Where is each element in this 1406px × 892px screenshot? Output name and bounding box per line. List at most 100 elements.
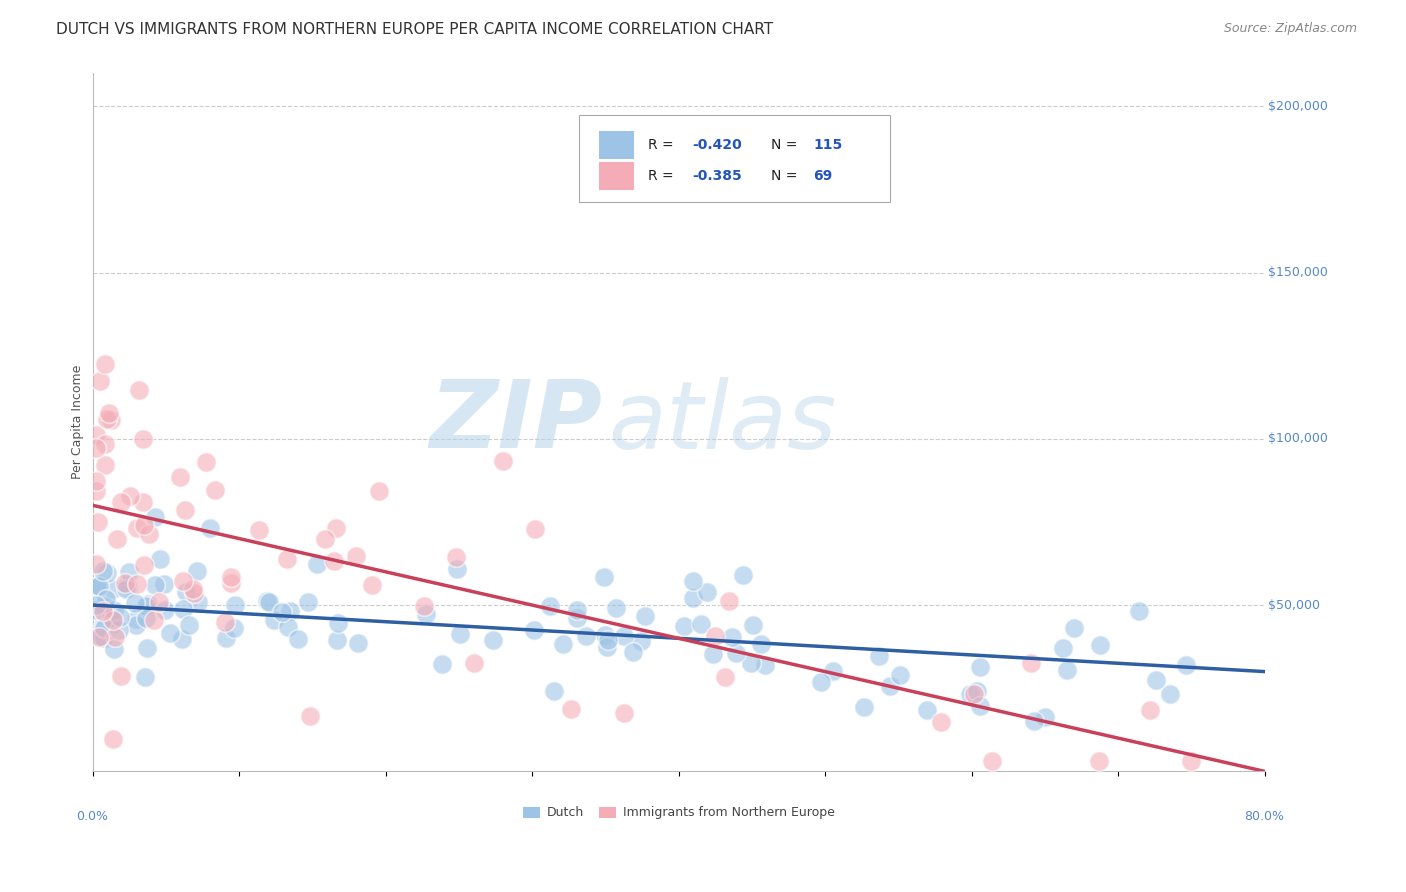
Point [325,521,347,535]
Point [104,630,127,644]
Point [194,455,217,469]
FancyBboxPatch shape [599,161,634,190]
Point [299,708,322,723]
Point [86,579,108,593]
Text: R =: R = [648,169,678,183]
Point [143,578,166,592]
Point [1128,604,1150,618]
Point [215,631,238,645]
Point [143,613,166,627]
Point [724,646,747,660]
Point [1159,687,1181,701]
Point [413,599,436,614]
Point [959,687,981,701]
Point [187,594,209,608]
Point [94,458,117,473]
Point [247,523,270,537]
Point [103,732,125,747]
Point [128,383,150,397]
Text: ZIP: ZIP [429,376,602,468]
Point [593,569,616,583]
Point [84,603,107,617]
Legend: Dutch, Immigrants from Northern Europe: Dutch, Immigrants from Northern Europe [517,801,839,824]
Point [749,637,772,651]
Point [219,576,242,591]
Point [148,595,170,609]
Point [224,598,246,612]
Point [101,613,124,627]
Point [105,533,128,547]
Point [853,699,876,714]
Point [605,600,627,615]
Point [183,585,205,599]
Point [733,567,755,582]
Point [981,755,1004,769]
Point [108,624,131,638]
Text: 115: 115 [813,138,842,152]
Y-axis label: Per Capita Income: Per Capita Income [72,365,84,479]
Point [87,515,110,529]
Point [821,665,844,679]
Point [96,411,118,425]
Point [1090,638,1112,652]
Point [169,470,191,484]
Point [673,619,696,633]
Point [596,633,619,648]
Point [963,687,986,701]
Point [1174,658,1197,673]
Point [879,679,901,693]
Point [360,578,382,592]
Point [868,649,890,664]
Point [114,576,136,591]
Point [125,618,148,632]
Point [278,604,301,618]
Point [754,658,776,673]
Point [257,595,280,609]
Point [682,591,704,606]
Point [613,629,636,643]
Point [110,669,132,683]
Point [810,674,832,689]
Point [929,714,952,729]
Point [84,474,107,488]
Point [523,523,546,537]
Text: Source: ZipAtlas.com: Source: ZipAtlas.com [1223,22,1357,36]
Point [565,603,588,617]
Point [84,598,107,612]
Point [538,599,561,614]
Point [132,558,155,573]
Point [120,489,142,503]
Point [915,703,938,717]
Point [115,578,138,592]
Point [84,557,107,571]
Point [696,585,718,599]
Text: $50,000: $50,000 [1268,599,1320,612]
Point [172,601,194,615]
Point [132,495,155,509]
Point [1022,714,1045,728]
Point [344,549,367,563]
Text: R =: R = [648,138,678,152]
Point [136,640,159,655]
Point [101,582,124,597]
Point [149,552,172,566]
Point [135,599,157,613]
Point [593,628,616,642]
Point [1087,755,1109,769]
Point [1052,640,1074,655]
Text: $100,000: $100,000 [1268,433,1329,445]
Point [621,645,644,659]
Point [446,562,468,576]
Point [91,604,114,618]
Point [100,611,122,625]
Point [740,656,762,670]
Point [114,582,136,596]
Point [132,432,155,446]
Text: $200,000: $200,000 [1268,100,1329,112]
Point [276,552,298,566]
Point [153,576,176,591]
Point [204,483,226,498]
Point [84,428,107,442]
Point [565,611,588,625]
Point [84,580,107,594]
